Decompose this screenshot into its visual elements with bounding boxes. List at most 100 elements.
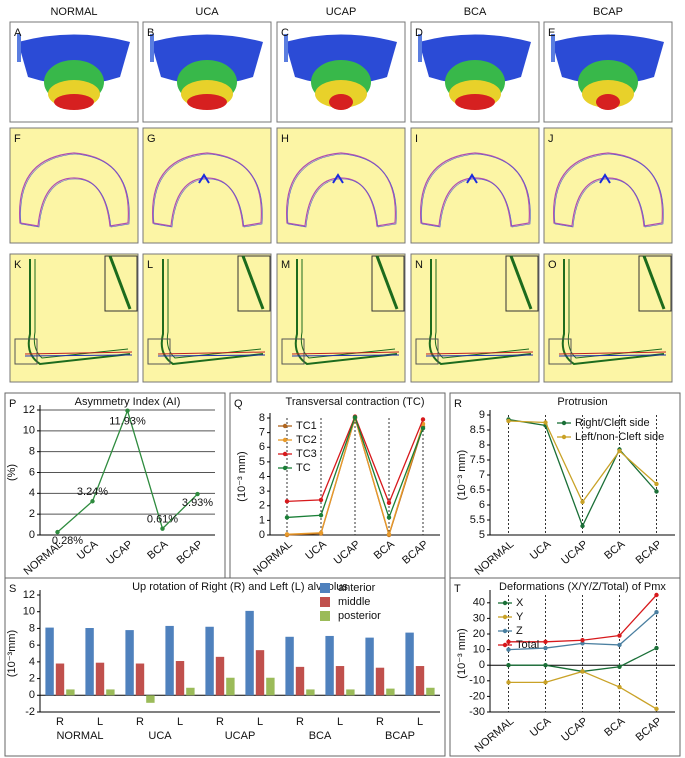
panel-label: D (415, 27, 423, 39)
outline (153, 153, 263, 228)
bar (386, 688, 395, 696)
inset-line (241, 255, 265, 310)
y-tick-label: -2 (25, 706, 35, 718)
inset-box (147, 338, 171, 365)
bar (55, 663, 65, 696)
group-label: BCA (309, 730, 332, 742)
legend-label: Right/Cleft side (575, 417, 650, 429)
x-tick-label: L (257, 716, 263, 728)
point (580, 669, 585, 674)
x-tick-label: L (417, 716, 423, 728)
skull (552, 34, 664, 85)
value-label: 0.61% (147, 514, 178, 526)
panel-label: J (548, 133, 554, 145)
point (543, 663, 548, 668)
profile (160, 259, 264, 366)
bar (125, 630, 134, 696)
point (580, 638, 585, 643)
point (580, 523, 585, 529)
panel-label: L (147, 259, 153, 271)
outline (554, 153, 664, 228)
skull-front (329, 94, 353, 110)
profile (27, 259, 131, 366)
column-label: UCA (195, 6, 219, 18)
panel-label: R (454, 398, 462, 410)
inset-box (14, 338, 38, 365)
outline (152, 152, 262, 227)
legend-swatch (502, 628, 508, 634)
point (617, 448, 622, 454)
x-tick-label: R (136, 716, 144, 728)
arrow (466, 173, 478, 184)
x-tick-label: R (216, 716, 224, 728)
image-panel (543, 127, 673, 244)
y-tick-label: 30 (473, 612, 485, 624)
profile (33, 259, 129, 359)
y-tick-label: 8 (259, 412, 265, 424)
y-tick-label: 1 (259, 514, 265, 526)
x-tick-label: R (56, 716, 64, 728)
legend-swatch (282, 451, 288, 457)
point (617, 684, 622, 690)
group-label: BCAP (385, 730, 415, 742)
legend-swatch (561, 434, 567, 440)
bar (365, 637, 374, 696)
bar (266, 677, 275, 696)
y-tick-label: 8 (29, 622, 35, 634)
ref-line (157, 354, 266, 357)
bar (106, 689, 115, 696)
y-tick-label: 2 (259, 500, 265, 512)
panel-label: K (14, 259, 22, 271)
y-axis-label: (10⁻³mm) (6, 630, 18, 677)
y-tick-label: 6 (29, 466, 35, 478)
legend-swatch (502, 642, 508, 648)
point (580, 499, 585, 505)
point (195, 491, 200, 497)
skull (18, 34, 130, 85)
y-tick-label: 0 (29, 689, 35, 701)
y-tick-label: 5 (259, 456, 265, 468)
column-label: NORMAL (50, 6, 97, 18)
point (386, 515, 392, 520)
y-tick-label: 2 (29, 508, 35, 520)
point (160, 526, 165, 531)
y-tick-label: 7 (259, 427, 265, 439)
legend-label: Left/non-Cleft side (575, 431, 664, 443)
y-tick-label: 3 (259, 485, 265, 497)
outline (421, 153, 531, 228)
outline (287, 153, 397, 228)
color-bar (551, 34, 555, 62)
bar (306, 689, 315, 696)
skull (285, 34, 397, 85)
column-label: BCAP (593, 6, 623, 18)
legend-label: Z (516, 625, 523, 637)
value-label: 3.24% (77, 486, 108, 498)
legend-label: middle (338, 596, 370, 608)
legend-label: Total (516, 639, 539, 651)
chart-title: Protrusion (557, 396, 607, 408)
panel-label: M (281, 259, 290, 271)
value-label: 0.28% (52, 535, 83, 547)
point (654, 645, 659, 651)
group-label: UCA (148, 730, 172, 742)
bar (285, 636, 294, 696)
chart-frame (229, 392, 446, 579)
point (543, 645, 548, 651)
bar (135, 663, 145, 696)
legend-label: TC3 (296, 448, 317, 460)
bar (226, 677, 235, 696)
image-panel (276, 127, 406, 244)
profile (561, 259, 665, 366)
x-tick-label: R (376, 716, 384, 728)
bar (346, 689, 355, 696)
legend-label: posterior (338, 610, 381, 622)
legend-label: TC (296, 462, 311, 474)
point (617, 633, 622, 638)
skull-front (54, 94, 94, 110)
profile (294, 259, 398, 366)
y-tick-label: 10 (23, 606, 35, 618)
y-axis-label: (10⁻³ mm) (236, 451, 248, 501)
point (318, 497, 324, 503)
image-panel (142, 127, 272, 244)
outline (553, 152, 663, 227)
